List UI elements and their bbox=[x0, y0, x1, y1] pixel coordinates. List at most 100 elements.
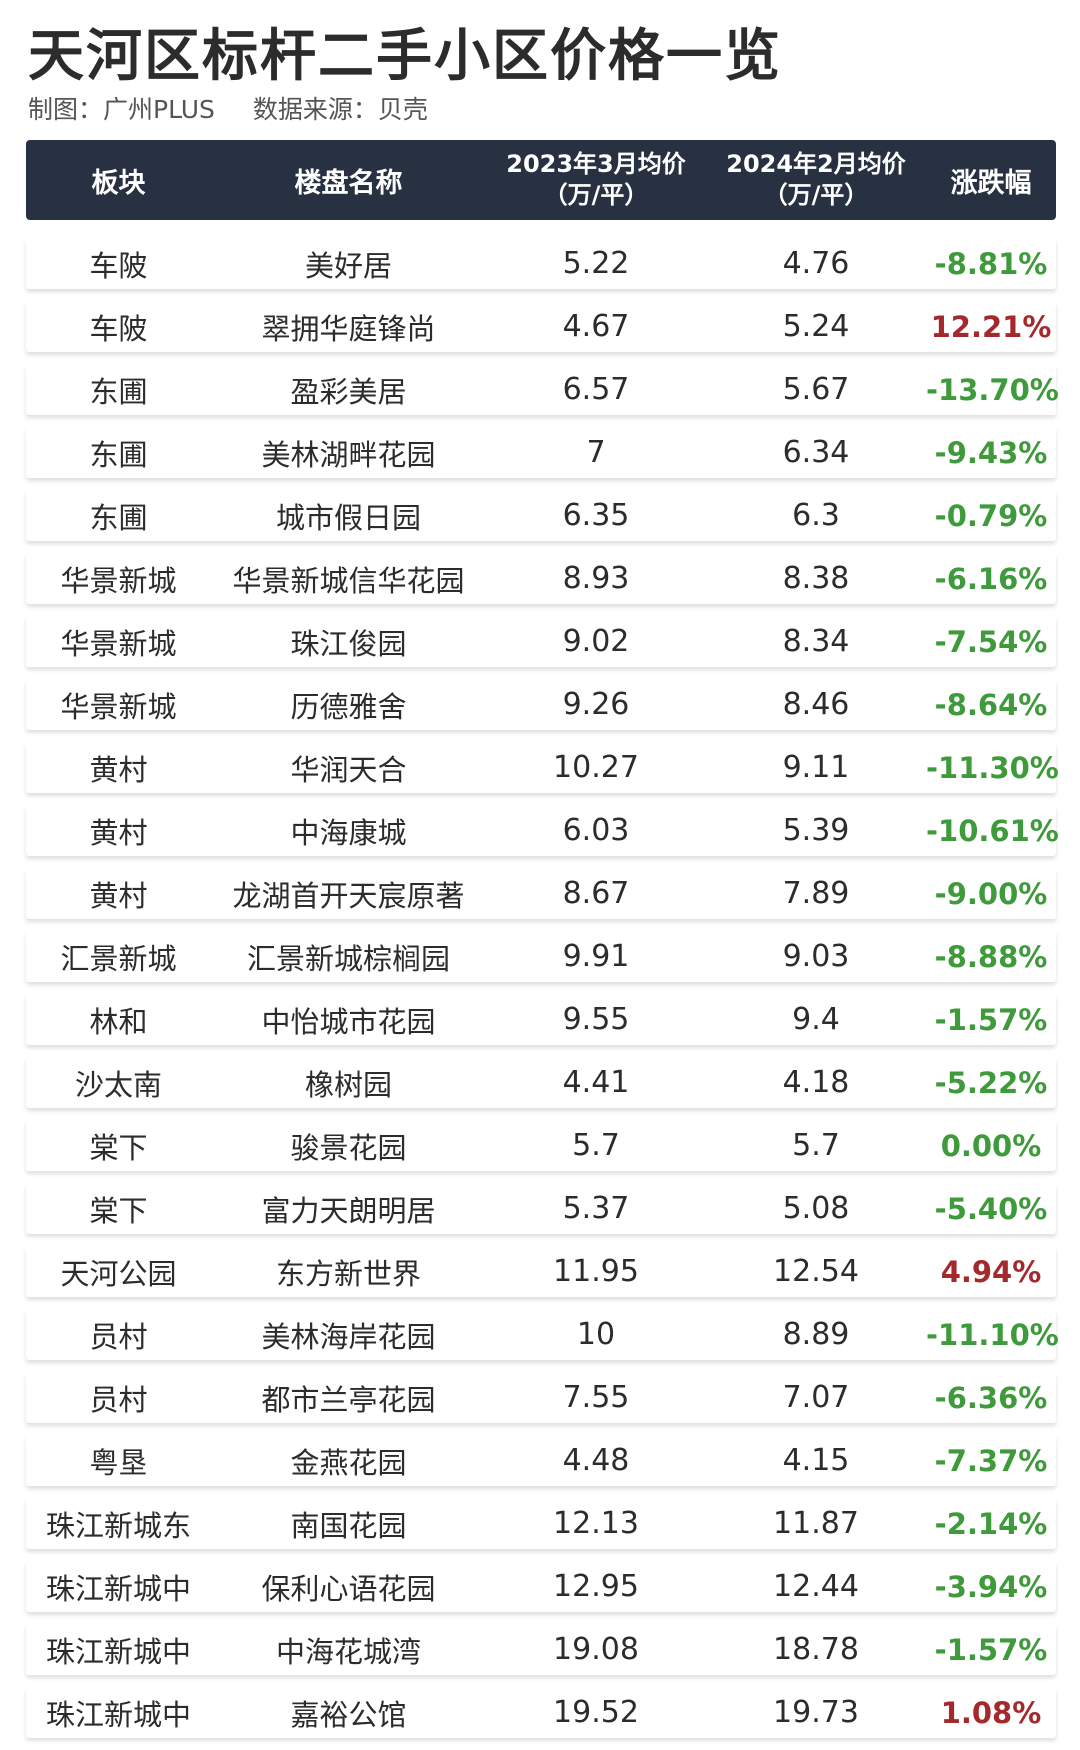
price-2023-cell: 10.27 bbox=[553, 750, 639, 785]
header-name: 楼盘名称 bbox=[294, 167, 403, 199]
district-cell: 黄村 bbox=[89, 878, 148, 913]
table-row: 黄村 华润天合 10.27 9.11 -11.30% bbox=[26, 742, 1059, 793]
district-cell: 东圃 bbox=[89, 374, 148, 409]
price-2024-cell: 5.24 bbox=[782, 309, 850, 344]
table-row: 汇景新城 汇景新城棕榈园 9.91 9.03 -8.88% bbox=[26, 931, 1056, 982]
change-cell: -7.54% bbox=[934, 624, 1048, 659]
change-cell: 1.08% bbox=[940, 1695, 1042, 1730]
change-cell: -6.16% bbox=[934, 561, 1048, 596]
name-cell: 美林海岸花园 bbox=[261, 1319, 436, 1354]
change-cell: -9.00% bbox=[934, 876, 1048, 911]
subtitle: 制图：广州PLUS 数据来源：贝壳 bbox=[28, 92, 428, 128]
price-2023-cell: 6.35 bbox=[562, 498, 630, 533]
name-cell: 华润天合 bbox=[290, 752, 407, 787]
price-2024-cell: 5.39 bbox=[782, 813, 850, 848]
change-cell: -3.94% bbox=[934, 1569, 1048, 1604]
price-2024-cell: 8.46 bbox=[782, 687, 850, 722]
source-text: 数据来源：贝壳 bbox=[252, 95, 428, 124]
credit-text: 制图：广州PLUS bbox=[28, 95, 215, 124]
price-2024-cell: 6.34 bbox=[782, 435, 850, 470]
price-2023-cell: 6.03 bbox=[562, 813, 630, 848]
table-row: 东圃 美林湖畔花园 7 6.34 -9.43% bbox=[26, 427, 1056, 478]
header-price-2024: 2024年2月均价 （万/平） bbox=[706, 149, 926, 211]
district-cell: 珠江新城东 bbox=[45, 1508, 191, 1543]
table-row: 东圃 城市假日园 6.35 6.3 -0.79% bbox=[26, 490, 1056, 541]
name-cell: 珠江俊园 bbox=[290, 626, 407, 661]
change-cell: -2.14% bbox=[934, 1506, 1048, 1541]
table-row: 车陂 美好居 5.22 4.76 -8.81% bbox=[26, 238, 1056, 289]
price-2024-cell: 4.18 bbox=[782, 1065, 850, 1100]
change-cell: -13.70% bbox=[926, 372, 1059, 407]
table-row: 华景新城 历德雅舍 9.26 8.46 -8.64% bbox=[26, 679, 1056, 730]
district-cell: 黄村 bbox=[89, 752, 148, 787]
district-cell: 沙太南 bbox=[74, 1067, 162, 1102]
table-row: 华景新城 珠江俊园 9.02 8.34 -7.54% bbox=[26, 616, 1056, 667]
table-row: 车陂 翠拥华庭锋尚 4.67 5.24 12.21% bbox=[26, 301, 1056, 352]
name-cell: 中海花城湾 bbox=[275, 1634, 421, 1669]
header-price-2024-line2: （万/平） bbox=[763, 181, 869, 209]
price-2023-cell: 4.41 bbox=[562, 1065, 630, 1100]
price-2023-cell: 9.91 bbox=[562, 939, 630, 974]
price-2024-cell: 18.78 bbox=[773, 1632, 859, 1667]
district-cell: 东圃 bbox=[89, 437, 148, 472]
name-cell: 橡树园 bbox=[304, 1067, 392, 1102]
price-2023-cell: 4.48 bbox=[562, 1443, 630, 1478]
district-cell: 华景新城 bbox=[60, 563, 177, 598]
price-2023-cell: 19.52 bbox=[553, 1695, 639, 1730]
table-row: 沙太南 橡树园 4.41 4.18 -5.22% bbox=[26, 1057, 1056, 1108]
change-cell: -1.57% bbox=[934, 1002, 1048, 1037]
price-2023-cell: 5.37 bbox=[562, 1191, 630, 1226]
price-2023-cell: 7 bbox=[586, 435, 606, 470]
table-row: 东圃 盈彩美居 6.57 5.67 -13.70% bbox=[26, 364, 1059, 415]
name-cell: 城市假日园 bbox=[275, 500, 421, 535]
change-cell: -8.81% bbox=[934, 246, 1048, 281]
price-2024-cell: 5.7 bbox=[792, 1128, 840, 1163]
table-row: 黄村 龙湖首开天宸原著 8.67 7.89 -9.00% bbox=[26, 868, 1056, 919]
name-cell: 华景新城信华花园 bbox=[232, 563, 465, 598]
district-cell: 华景新城 bbox=[60, 689, 177, 724]
name-cell: 美林湖畔花园 bbox=[261, 437, 436, 472]
price-2024-cell: 19.73 bbox=[773, 1695, 859, 1730]
name-cell: 嘉裕公馆 bbox=[290, 1697, 407, 1732]
district-cell: 东圃 bbox=[89, 500, 148, 535]
price-2023-cell: 6.57 bbox=[562, 372, 630, 407]
change-cell: -8.64% bbox=[934, 687, 1048, 722]
price-2023-cell: 4.67 bbox=[562, 309, 630, 344]
table-row: 珠江新城中 中海花城湾 19.08 18.78 -1.57% bbox=[26, 1624, 1056, 1675]
table-body: 车陂 美好居 5.22 4.76 -8.81% 车陂 翠拥华庭锋尚 4.67 5.24 12.21… bbox=[26, 238, 1059, 1738]
price-2024-cell: 8.38 bbox=[782, 561, 850, 596]
header-price-2023-line1: 2023年3月均价 bbox=[506, 150, 686, 178]
price-2024-cell: 9.4 bbox=[792, 1002, 840, 1037]
header-price-2023: 2023年3月均价 （万/平） bbox=[486, 149, 706, 211]
price-2023-cell: 10 bbox=[576, 1317, 616, 1352]
name-cell: 历德雅舍 bbox=[290, 689, 407, 724]
header-change: 涨跌幅 bbox=[950, 167, 1032, 199]
price-2023-cell: 7.55 bbox=[562, 1380, 630, 1415]
change-cell: -6.36% bbox=[934, 1380, 1048, 1415]
table-row: 粤垦 金燕花园 4.48 4.15 -7.37% bbox=[26, 1435, 1056, 1486]
name-cell: 东方新世界 bbox=[275, 1256, 421, 1291]
district-cell: 珠江新城中 bbox=[45, 1697, 191, 1732]
price-2023-cell: 8.93 bbox=[562, 561, 630, 596]
name-cell: 盈彩美居 bbox=[290, 374, 407, 409]
change-cell: 0.00% bbox=[940, 1128, 1042, 1163]
change-cell: 4.94% bbox=[940, 1254, 1042, 1289]
name-cell: 美好居 bbox=[304, 248, 392, 283]
price-2024-cell: 9.03 bbox=[782, 939, 850, 974]
table-row: 珠江新城东 南国花园 12.13 11.87 -2.14% bbox=[26, 1498, 1056, 1549]
district-cell: 林和 bbox=[89, 1004, 148, 1039]
name-cell: 汇景新城棕榈园 bbox=[246, 941, 450, 976]
price-2024-cell: 7.89 bbox=[782, 876, 850, 911]
header-district: 板块 bbox=[91, 167, 146, 199]
price-2023-cell: 9.02 bbox=[562, 624, 630, 659]
change-cell: -1.57% bbox=[934, 1632, 1048, 1667]
district-cell: 珠江新城中 bbox=[45, 1634, 191, 1669]
name-cell: 金燕花园 bbox=[290, 1445, 407, 1480]
price-2024-cell: 9.11 bbox=[782, 750, 850, 785]
district-cell: 车陂 bbox=[89, 248, 148, 283]
price-2024-cell: 5.08 bbox=[782, 1191, 850, 1226]
table-row: 员村 都市兰亭花园 7.55 7.07 -6.36% bbox=[26, 1372, 1056, 1423]
district-cell: 员村 bbox=[89, 1319, 148, 1354]
district-cell: 棠下 bbox=[89, 1193, 148, 1228]
change-cell: -5.40% bbox=[934, 1191, 1048, 1226]
